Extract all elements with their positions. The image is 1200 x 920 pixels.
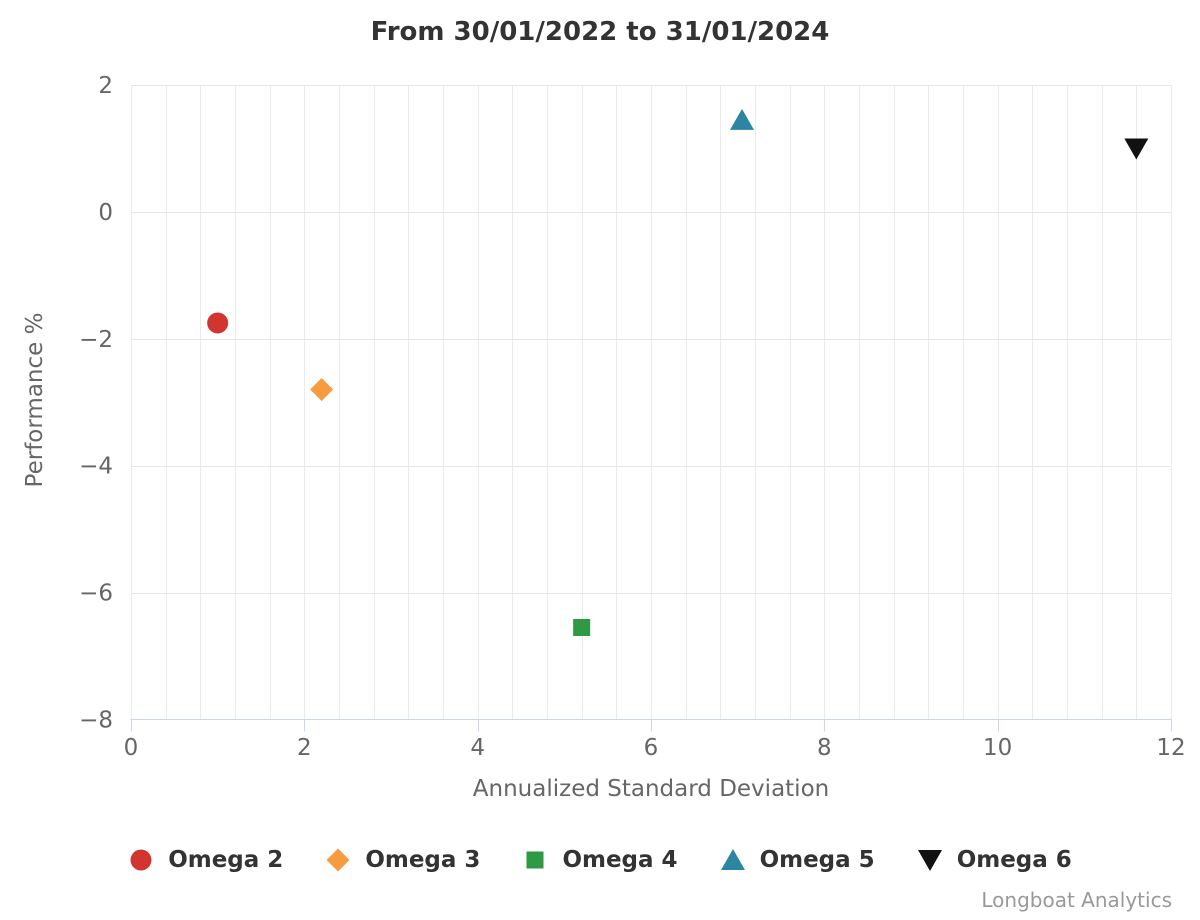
x-axis-title: Annualized Standard Deviation (473, 776, 829, 802)
gridlines (131, 85, 1172, 720)
data-point-omega-5[interactable] (730, 108, 754, 130)
legend-label: Omega 3 (365, 847, 481, 873)
axis-labels: 0 2 4 6 8 10 12 2 0 −2 −4 −6 −8 (79, 73, 1186, 761)
x-tick-label: 4 (470, 735, 485, 761)
legend-label: Omega 2 (168, 847, 284, 873)
chart-title: From 30/01/2022 to 31/01/2024 (371, 17, 830, 47)
y-tick-label: −6 (79, 581, 113, 607)
circle-icon (130, 849, 152, 871)
legend-label: Omega 4 (562, 847, 678, 873)
scatter-plot: 0 2 4 6 8 10 12 2 0 −2 −4 −6 −8 From 30/01/2022 to 3… (22, 17, 1186, 802)
legend-label: Omega 5 (759, 847, 875, 873)
y-axis-title: Performance % (22, 313, 48, 488)
x-tick-label: 6 (644, 735, 659, 761)
y-tick-label: −2 (79, 327, 113, 353)
triangle-up-icon (720, 849, 745, 870)
x-tick-label: 12 (1156, 735, 1185, 761)
x-tick-label: 8 (817, 735, 832, 761)
credits-link[interactable]: Longboat Analytics (981, 888, 1172, 912)
data-point-omega-6[interactable] (1124, 138, 1149, 160)
legend-item-omega-6[interactable]: Omega 6 (917, 847, 1072, 873)
y-tick-label: −4 (79, 454, 113, 480)
x-tick-label: 2 (297, 735, 312, 761)
legend: Omega 2 Omega 3 Omega 4 Omega 5 Omega 6 (0, 842, 1200, 878)
axes (130, 719, 1172, 732)
legend-item-omega-3[interactable]: Omega 3 (325, 847, 480, 873)
y-tick-label: 0 (98, 200, 113, 226)
legend-item-omega-2[interactable]: Omega 2 (128, 847, 283, 873)
triangle-down-icon (917, 850, 942, 871)
diamond-icon (326, 848, 350, 872)
data-point-omega-3[interactable] (310, 378, 334, 402)
data-point-omega-4[interactable] (573, 618, 591, 636)
square-icon (526, 851, 544, 869)
y-tick-label: 2 (98, 73, 113, 99)
data-point-omega-2[interactable] (207, 312, 229, 334)
x-tick-label: 0 (124, 735, 139, 761)
data-points (207, 108, 1149, 636)
y-tick-label: −8 (79, 708, 113, 734)
legend-item-omega-4[interactable]: Omega 4 (522, 847, 678, 873)
legend-label: Omega 6 (956, 847, 1072, 873)
x-tick-label: 10 (983, 735, 1012, 761)
legend-item-omega-5[interactable]: Omega 5 (720, 847, 875, 873)
